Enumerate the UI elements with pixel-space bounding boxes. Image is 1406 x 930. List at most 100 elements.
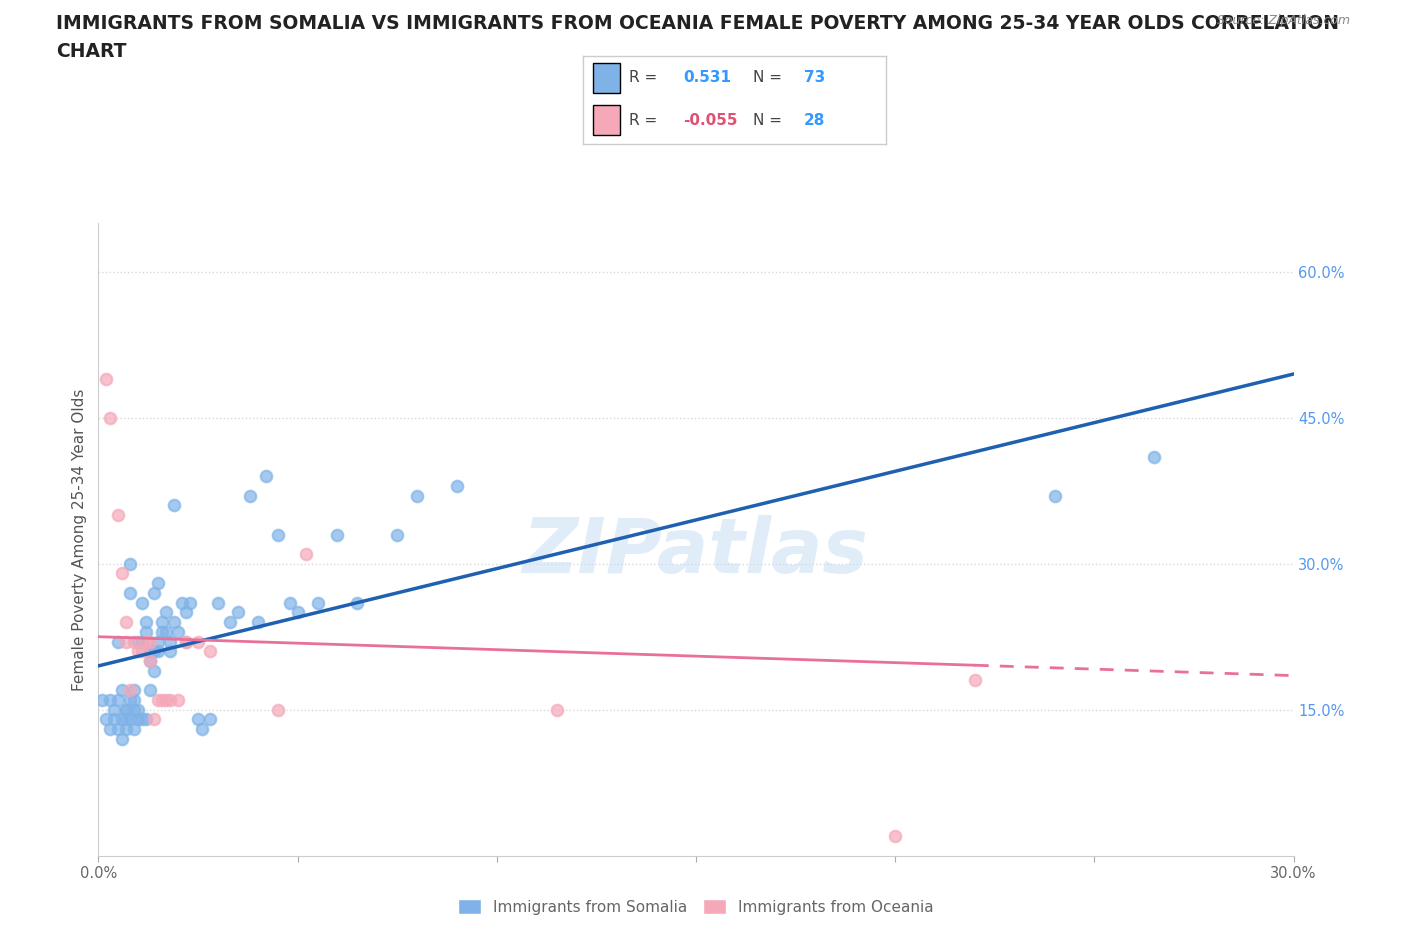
Point bbox=[100, 693, 122, 708]
Point bbox=[107, 508, 129, 523]
Point bbox=[127, 644, 149, 658]
Point bbox=[155, 624, 177, 639]
Point bbox=[96, 712, 118, 727]
Point bbox=[267, 702, 290, 717]
Point bbox=[139, 644, 162, 658]
Point bbox=[124, 693, 146, 708]
Point bbox=[139, 654, 162, 669]
Point bbox=[226, 604, 249, 619]
Point bbox=[96, 371, 118, 386]
Text: N =: N = bbox=[752, 70, 786, 85]
Text: CHART: CHART bbox=[56, 42, 127, 60]
Point bbox=[155, 604, 177, 619]
Point bbox=[91, 693, 114, 708]
Point bbox=[135, 712, 157, 727]
Point bbox=[207, 595, 229, 610]
Point bbox=[111, 712, 134, 727]
Point bbox=[143, 644, 166, 658]
Point bbox=[287, 604, 309, 619]
Point bbox=[346, 595, 368, 610]
Point bbox=[111, 731, 134, 746]
Point bbox=[124, 702, 146, 717]
Point bbox=[103, 712, 125, 727]
Text: N =: N = bbox=[752, 113, 786, 127]
Point bbox=[148, 576, 170, 591]
Point bbox=[100, 410, 122, 425]
Point bbox=[326, 527, 349, 542]
Point bbox=[172, 595, 194, 610]
Text: 73: 73 bbox=[804, 70, 825, 85]
Y-axis label: Female Poverty Among 25-34 Year Olds: Female Poverty Among 25-34 Year Olds bbox=[72, 388, 87, 691]
Point bbox=[135, 624, 157, 639]
Point bbox=[124, 634, 146, 649]
Point bbox=[159, 634, 181, 649]
Point bbox=[111, 683, 134, 698]
Point bbox=[163, 615, 186, 630]
Point bbox=[1043, 488, 1066, 503]
Point bbox=[120, 712, 142, 727]
Point bbox=[174, 634, 197, 649]
Text: R =: R = bbox=[628, 70, 662, 85]
Legend: Immigrants from Somalia, Immigrants from Oceania: Immigrants from Somalia, Immigrants from… bbox=[453, 893, 939, 921]
Point bbox=[294, 547, 316, 562]
Point bbox=[115, 712, 138, 727]
FancyBboxPatch shape bbox=[592, 63, 620, 93]
Point bbox=[107, 693, 129, 708]
Point bbox=[267, 527, 290, 542]
Point bbox=[143, 586, 166, 601]
Point bbox=[115, 634, 138, 649]
Point bbox=[100, 722, 122, 737]
Point bbox=[115, 702, 138, 717]
Point bbox=[139, 634, 162, 649]
Point bbox=[198, 644, 221, 658]
Point bbox=[174, 634, 197, 649]
Point bbox=[107, 634, 129, 649]
Point bbox=[385, 527, 409, 542]
Point bbox=[187, 712, 209, 727]
Point bbox=[148, 644, 170, 658]
Point bbox=[167, 624, 190, 639]
Point bbox=[127, 712, 149, 727]
Point bbox=[254, 469, 277, 484]
Point bbox=[307, 595, 329, 610]
Point bbox=[148, 634, 170, 649]
Point bbox=[107, 722, 129, 737]
Point bbox=[163, 498, 186, 512]
Point bbox=[124, 722, 146, 737]
Text: R =: R = bbox=[628, 113, 662, 127]
Point bbox=[219, 615, 242, 630]
Point bbox=[150, 615, 173, 630]
Point bbox=[191, 722, 214, 737]
Point bbox=[278, 595, 301, 610]
Point bbox=[148, 693, 170, 708]
Text: 28: 28 bbox=[804, 113, 825, 127]
Point bbox=[1143, 449, 1166, 464]
Point bbox=[246, 615, 269, 630]
Point bbox=[115, 615, 138, 630]
Point bbox=[546, 702, 568, 717]
Point bbox=[103, 702, 125, 717]
Point bbox=[143, 663, 166, 678]
Point bbox=[139, 683, 162, 698]
Point bbox=[884, 829, 907, 844]
Point bbox=[406, 488, 429, 503]
Point bbox=[124, 683, 146, 698]
Text: IMMIGRANTS FROM SOMALIA VS IMMIGRANTS FROM OCEANIA FEMALE POVERTY AMONG 25-34 YE: IMMIGRANTS FROM SOMALIA VS IMMIGRANTS FR… bbox=[56, 14, 1340, 33]
Point bbox=[143, 712, 166, 727]
Text: ZIPatlas: ZIPatlas bbox=[523, 515, 869, 589]
Point bbox=[131, 634, 153, 649]
Point bbox=[159, 644, 181, 658]
Point bbox=[111, 566, 134, 581]
Point bbox=[187, 634, 209, 649]
Point bbox=[131, 595, 153, 610]
Point bbox=[135, 615, 157, 630]
Point bbox=[139, 654, 162, 669]
Point bbox=[167, 693, 190, 708]
Point bbox=[150, 693, 173, 708]
FancyBboxPatch shape bbox=[592, 105, 620, 136]
Point bbox=[115, 722, 138, 737]
Point bbox=[963, 673, 986, 688]
Point bbox=[150, 624, 173, 639]
Point bbox=[115, 702, 138, 717]
Text: -0.055: -0.055 bbox=[683, 113, 738, 127]
